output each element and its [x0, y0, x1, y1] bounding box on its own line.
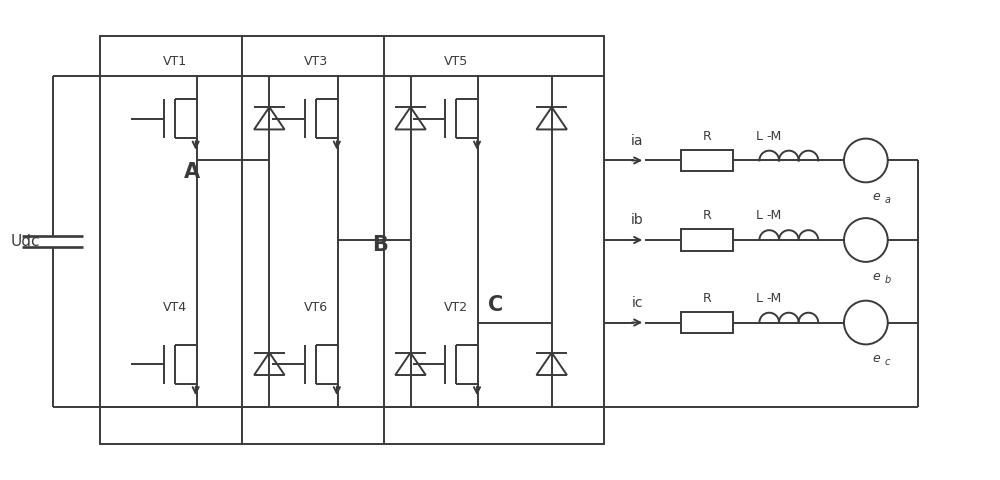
Bar: [100, 36, 604, 444]
Text: R: R: [702, 209, 711, 222]
Bar: [681, 150, 733, 171]
Text: c: c: [884, 357, 890, 367]
Text: L: L: [756, 292, 763, 305]
Text: ic: ic: [631, 296, 643, 310]
Text: L: L: [756, 209, 763, 222]
Text: e: e: [872, 270, 880, 283]
Text: -M: -M: [766, 130, 782, 143]
Text: VT1: VT1: [163, 55, 187, 68]
Text: e: e: [872, 352, 880, 365]
Text: VT3: VT3: [304, 55, 328, 68]
Text: b: b: [884, 275, 891, 285]
Text: B: B: [372, 235, 388, 255]
Text: VT5: VT5: [444, 55, 468, 68]
Text: -M: -M: [766, 209, 782, 222]
Text: VT2: VT2: [444, 300, 468, 313]
Bar: [681, 312, 733, 334]
Text: ia: ia: [631, 133, 643, 147]
Bar: [681, 229, 733, 251]
Text: A: A: [184, 162, 200, 182]
Text: e: e: [872, 190, 880, 204]
Text: VT6: VT6: [304, 300, 328, 313]
Text: R: R: [702, 292, 711, 305]
Text: L: L: [756, 130, 763, 143]
Text: C: C: [488, 295, 504, 314]
Text: VT4: VT4: [163, 300, 187, 313]
Text: ib: ib: [631, 213, 644, 227]
Text: Udc: Udc: [11, 234, 40, 249]
Text: -M: -M: [766, 292, 782, 305]
Text: R: R: [702, 130, 711, 143]
Text: a: a: [884, 195, 890, 205]
